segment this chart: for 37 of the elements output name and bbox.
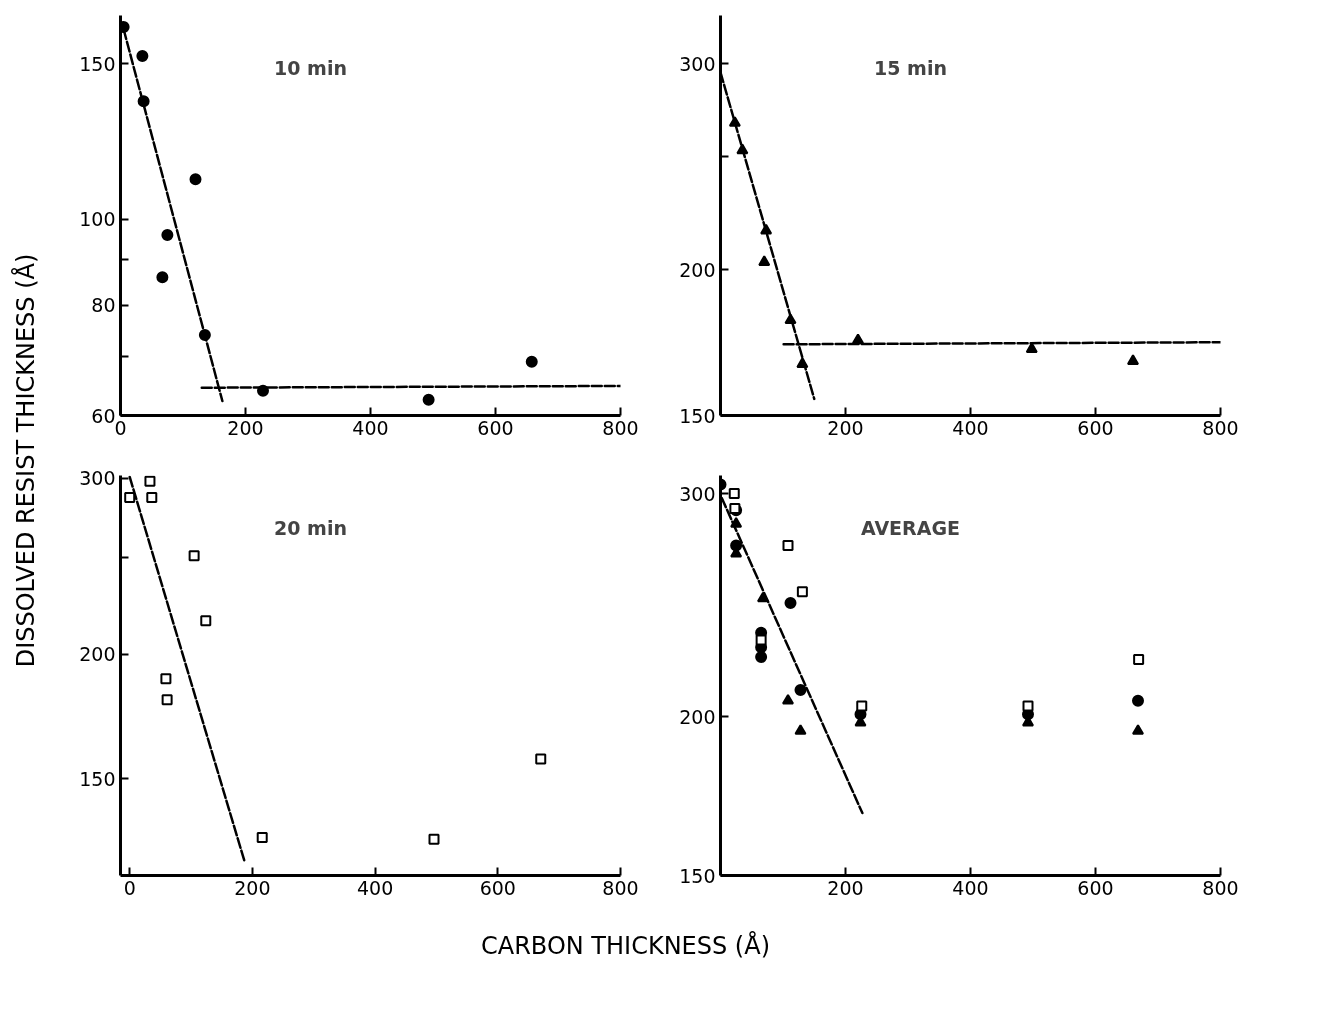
x-tick-label: 600 [479,876,516,899]
y-tick-label: 300 [679,482,716,505]
text: AVERAGE [861,516,961,539]
y-tick-label: 200 [79,643,116,666]
y-tick-label: 300 [679,52,716,75]
x-tick-label: 400 [952,876,989,899]
y-tick-label: 150 [79,52,116,75]
y-tick-label: 200 [679,258,716,281]
x-tick-label: 200 [227,416,264,439]
x-tick-label: 200 [827,416,864,439]
text: 10 min [274,56,347,79]
x-tick-label: 800 [602,876,639,899]
y-tick-label: 150 [679,864,716,887]
x-tick-label: 800 [602,416,639,439]
y-tick-label: 80 [91,294,116,317]
x-tick-label: 400 [952,416,989,439]
y-tick-label: 150 [679,404,716,427]
x-tick-label: 400 [352,416,389,439]
y-axis-title: DISSOLVED RESIST THICKNESS (Å) [10,253,40,668]
y-tick-label: 60 [91,404,116,427]
text: 15 min [874,56,947,79]
x-tick-label: 200 [234,876,271,899]
x-tick-label: 600 [477,416,514,439]
x-tick-label: 200 [827,876,864,899]
x-tick-label: 800 [1202,416,1239,439]
x-tick-label: 0 [123,876,136,899]
x-tick-label: 600 [1077,416,1114,439]
y-tick-label: 200 [679,705,716,728]
y-tick-label: 300 [79,467,116,490]
x-tick-label: 0 [114,416,127,439]
x-axis-title: CARBON THICKNESS (Å) [481,930,771,960]
y-tick-label: 150 [79,767,116,790]
text: 20 min [274,516,347,539]
y-tick-label: 100 [79,208,116,231]
x-tick-label: 800 [1202,876,1239,899]
x-tick-label: 600 [1077,876,1114,899]
x-tick-label: 400 [356,876,394,899]
